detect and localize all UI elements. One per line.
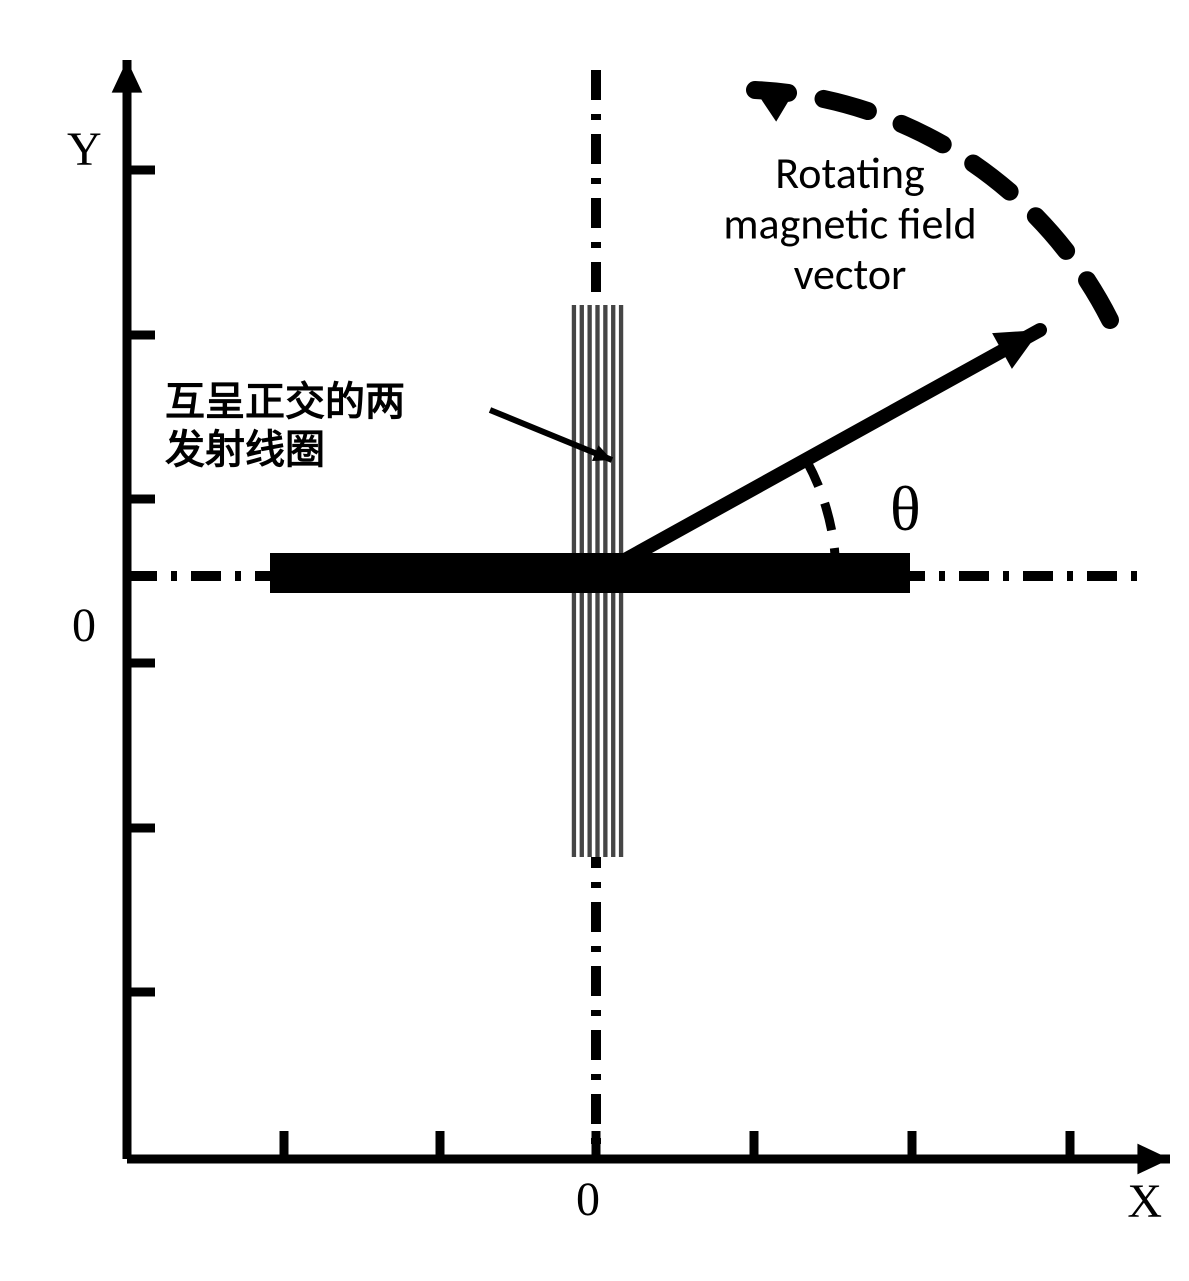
magnetic-field-vector bbox=[596, 330, 1040, 576]
theta-label: θ bbox=[890, 473, 921, 544]
x-axis-label: X bbox=[1127, 1175, 1162, 1228]
coil-label-text: 互呈正交的两发射线圈 bbox=[165, 380, 405, 472]
diagram-svg: 互呈正交的两发射线圈 θ Rotatingmagnetic fieldvector X… bbox=[20, 20, 1189, 1256]
diagram-root: 互呈正交的两发射线圈 θ Rotatingmagnetic fieldvector X… bbox=[20, 20, 1189, 1256]
y-axis-label: Y bbox=[67, 123, 102, 176]
y-zero-label: 0 bbox=[72, 599, 96, 652]
x-zero-label: 0 bbox=[576, 1173, 600, 1226]
rotation-label-text: Rotatingmagnetic fieldvector bbox=[723, 146, 976, 301]
